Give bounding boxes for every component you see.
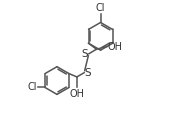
Text: OH: OH <box>69 89 84 98</box>
Text: S: S <box>82 49 88 59</box>
Text: S: S <box>85 68 91 78</box>
Text: Cl: Cl <box>96 3 105 13</box>
Text: OH: OH <box>107 42 122 52</box>
Text: Cl: Cl <box>28 82 37 92</box>
